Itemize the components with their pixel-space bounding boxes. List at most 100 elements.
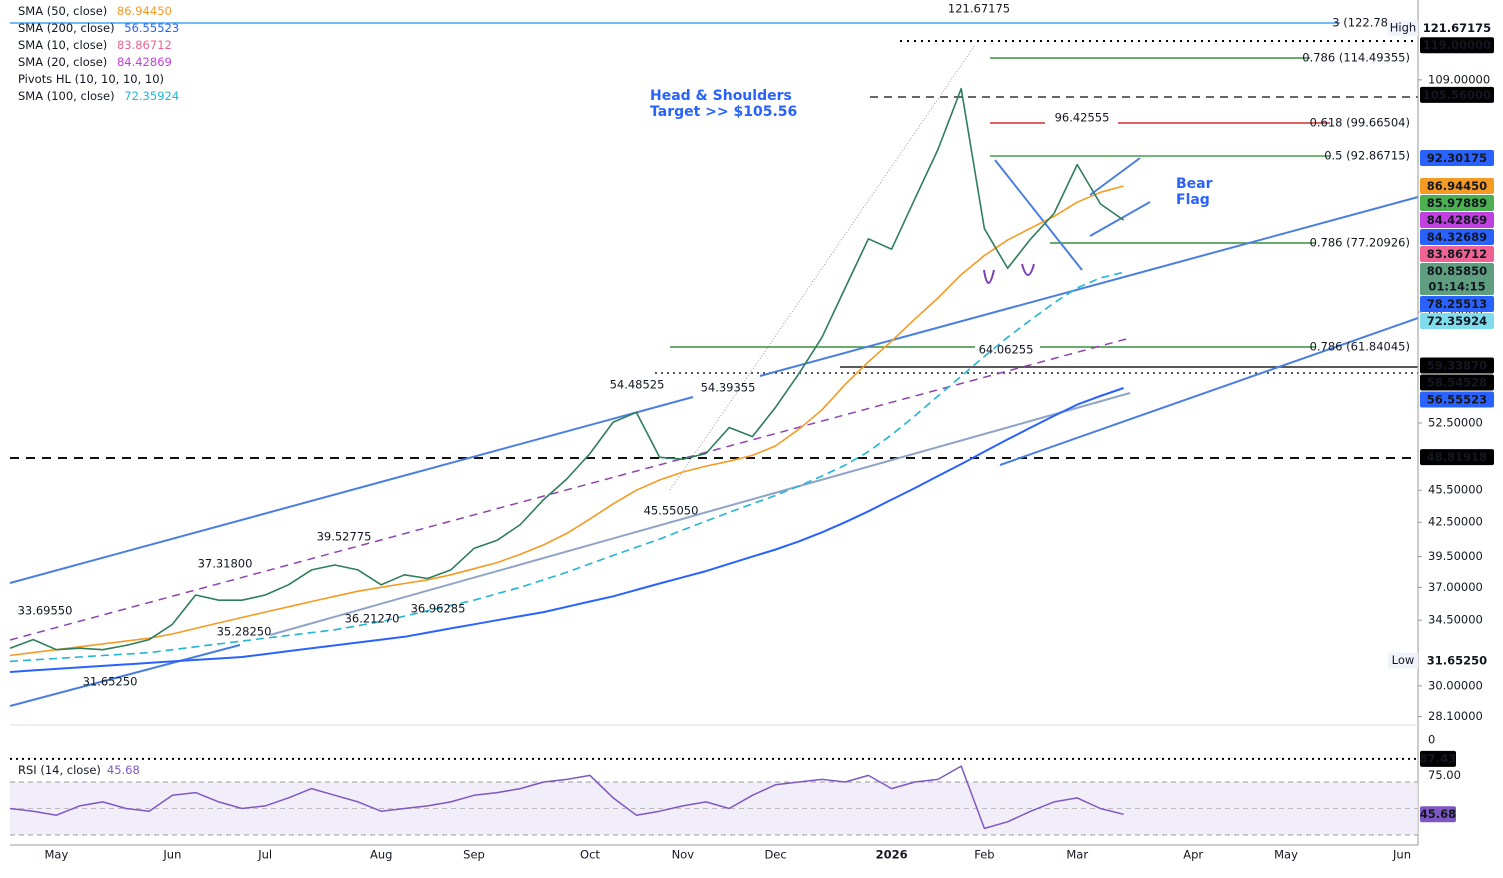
annotation: Head & Shoulders xyxy=(650,88,792,104)
tag-box xyxy=(1388,652,1418,669)
price-badge xyxy=(1420,229,1494,246)
x-tick-label: Oct xyxy=(580,848,600,862)
legend-entry: Pivots HL (10, 10, 10, 10) xyxy=(18,72,164,86)
price-badge-label: 84.42869 xyxy=(1427,213,1487,227)
rsi-title: RSI (14, close) xyxy=(18,763,101,777)
fib-label: 0.786 (61.84045) xyxy=(1310,340,1410,354)
y-tick-label: 30.00000 xyxy=(1428,678,1483,692)
price-badge xyxy=(1420,86,1494,103)
fib-label: 0.786 (114.49355) xyxy=(1302,51,1410,65)
x-tick-label: Mar xyxy=(1066,848,1088,862)
price-badge-label: 119.00000 xyxy=(1423,38,1491,52)
fib-label: 0.5 (92.86715) xyxy=(1324,149,1410,163)
trendline xyxy=(9,396,694,584)
x-tick-label: Feb xyxy=(974,848,994,862)
legend-name: SMA (200, close) xyxy=(18,21,115,35)
price-badge-label: 85.97889 xyxy=(1427,196,1487,210)
price-badge xyxy=(1420,357,1494,374)
x-tick-label: 2026 xyxy=(876,848,908,862)
legend-name: SMA (50, close) xyxy=(18,4,107,18)
price-badge xyxy=(1420,263,1494,296)
series-line xyxy=(9,765,1124,830)
price-badge-label: 56.55523 xyxy=(1427,392,1487,406)
y-tick-label: 109.00000 xyxy=(1428,72,1490,86)
y-tick-label: 52.50000 xyxy=(1428,415,1483,429)
pivot-label: 31.65250 xyxy=(83,675,138,689)
rsi-tick-label: 75.00 xyxy=(1428,768,1461,782)
pivot-label: 45.55050 xyxy=(644,504,699,518)
pivot-label: 36.21270 xyxy=(345,612,400,626)
y-tick-label: 39.50000 xyxy=(1428,549,1483,563)
pivot-label: 121.67175 xyxy=(948,2,1010,16)
price-badge-label: 105.56000 xyxy=(1423,88,1491,102)
x-tick-label: Jun xyxy=(162,848,181,862)
price-badge xyxy=(1420,37,1494,54)
price-badge xyxy=(1420,246,1494,263)
legend-value: 86.94450 xyxy=(117,4,172,18)
rsi-badge-label: 45.68 xyxy=(1420,807,1456,821)
price-badge-label: 80.85850 xyxy=(1427,264,1487,278)
price-badge-label: 92.30175 xyxy=(1427,151,1487,165)
legend-name: SMA (100, close) xyxy=(18,89,115,103)
price-badge-label: 48.81918 xyxy=(1427,450,1487,464)
legend-entry: SMA (100, close) 72.35924 xyxy=(18,89,179,103)
trendline xyxy=(9,644,241,707)
flagpole xyxy=(994,159,1083,271)
tag-label: Low xyxy=(1392,653,1415,667)
price-badge-label: 72.35924 xyxy=(1427,314,1487,328)
series-line xyxy=(9,185,1124,657)
price-badge xyxy=(1420,313,1494,330)
price-badge xyxy=(1420,374,1494,391)
pivot-label: 33.69550 xyxy=(18,604,73,618)
legend-name: SMA (20, close) xyxy=(18,55,107,69)
y-tick-label: 34.50000 xyxy=(1428,613,1483,627)
y-tick-label: 42.50000 xyxy=(1428,515,1483,529)
pivot-label: 64.06255 xyxy=(979,343,1034,357)
price-badge xyxy=(1420,296,1494,313)
annotation: Flag xyxy=(1176,192,1210,208)
legend-entry: SMA (10, close) 83.86712 xyxy=(18,38,172,52)
legend-entry: SMA (200, close) 56.55523 xyxy=(18,21,179,35)
legend-value: 72.35924 xyxy=(124,89,179,103)
price-badge xyxy=(1420,149,1494,166)
series-line xyxy=(9,87,1125,651)
fib-label: 0.786 (77.20926) xyxy=(1310,236,1410,250)
pivot-label: 54.48525 xyxy=(610,378,665,392)
rsi-badge xyxy=(1420,806,1456,823)
x-tick-label: Jul xyxy=(257,848,272,862)
x-tick-label: Jun xyxy=(1392,848,1411,862)
x-tick-label: Aug xyxy=(370,848,392,862)
flag-line xyxy=(1089,157,1141,196)
trendline xyxy=(9,337,1131,641)
rsi-badge-label: 87.43 xyxy=(1420,751,1456,765)
legend-name: Pivots HL (10, 10, 10, 10) xyxy=(18,72,164,86)
tag-label: High xyxy=(1390,21,1416,35)
pivot-label: 54.39355 xyxy=(701,381,756,395)
rsi-value: 45.68 xyxy=(107,763,140,777)
trendline xyxy=(999,317,1419,466)
price-badge xyxy=(1420,391,1494,408)
flag-line xyxy=(1089,201,1151,237)
price-badge-label: 31.65250 xyxy=(1427,654,1487,668)
hs-mark xyxy=(983,269,995,284)
pivot-label: 35.28250 xyxy=(217,625,272,639)
y-tick-label: 45.50000 xyxy=(1428,483,1483,497)
rsi-badge xyxy=(1420,750,1456,767)
annotation: Bear xyxy=(1176,176,1213,192)
countdown: 01:14:15 xyxy=(1428,280,1485,294)
series-line xyxy=(9,387,1124,673)
price-badge-label: 58.54528 xyxy=(1427,375,1487,389)
pivot-label: 96.42555 xyxy=(1055,111,1110,125)
x-tick-label: Nov xyxy=(672,848,695,862)
x-tick-label: Apr xyxy=(1183,848,1203,862)
pivot-label: 37.31800 xyxy=(198,557,253,571)
price-badge-label: 83.86712 xyxy=(1427,247,1487,261)
drawings xyxy=(9,22,1419,707)
price-badge-label: 121.67175 xyxy=(1423,21,1491,35)
price-badge-label: 84.32689 xyxy=(1427,230,1487,244)
fib-label: 3 (122.78 xyxy=(1332,16,1388,30)
x-tick-label: May xyxy=(45,848,69,862)
x-tick-label: Sep xyxy=(463,848,485,862)
y-tick-label: 37.00000 xyxy=(1428,580,1483,594)
